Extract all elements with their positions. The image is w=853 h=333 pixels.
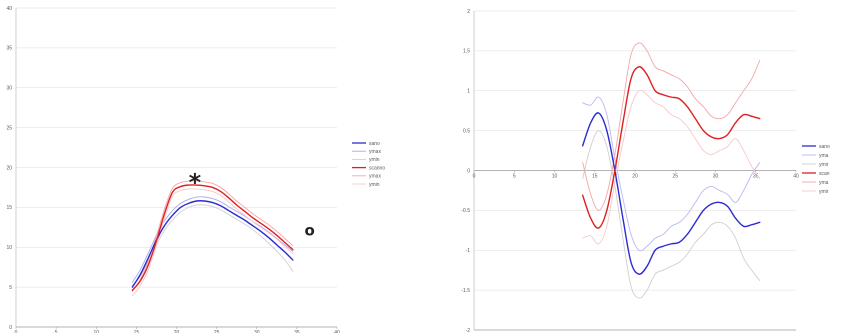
chart-2: -2-1.5-1-0.500.511.520 5 10 15 20 25 30 35 40san… [461,9,830,333]
x-tick-label: 30 [254,330,260,333]
x-tick-label: 5 [55,330,58,333]
y-tick-label: 20 [6,165,12,171]
x-tick-label: 0 [473,174,476,180]
annotation-mark: o [305,221,315,239]
y-tick-label: 30 [6,86,12,92]
y-tick-label: -0.5 [461,208,470,214]
legend-entry: scan [819,171,830,177]
legend-entry: ymax [369,149,381,155]
legend-entry: yma [819,180,829,186]
x-tick-label: 15 [592,174,598,180]
y-tick-label: 35 [6,46,12,52]
y-tick-label: 10 [6,245,12,251]
x-tick-label: 25 [214,330,220,333]
annotation-mark: * [189,169,202,197]
series-line-ymin [131,188,294,297]
series-line-scanno [131,184,294,292]
y-tick-label: -2 [466,328,471,333]
x-tick-label: 40 [793,174,799,180]
y-tick-label: -1.5 [461,288,470,294]
x-tick-label: 25 [672,174,678,180]
x-tick-label: 20 [174,330,180,333]
y-tick-label: -1 [466,248,471,254]
series-line-scan [581,66,761,229]
legend-entry: sano [819,144,830,150]
series-line-sano [581,112,761,275]
legend-entry: ymir [819,189,829,195]
y-tick-label: 40 [6,6,12,12]
legend-entry: ymin [369,157,380,163]
y-tick-label: 0 [467,168,470,174]
legend-entry: yma [819,153,829,159]
y-tick-label: 1 [467,89,470,95]
x-tick-label: 20 [632,174,638,180]
x-tick-label: 15 [134,330,140,333]
series-line-ymin [582,89,761,245]
legend-entry: ymir [819,162,829,168]
legend-entry: sano [369,141,380,147]
series-line-sano [131,200,294,288]
x-tick-label: 30 [713,174,719,180]
y-tick-label: 25 [6,125,12,131]
chart-1: 0 5 10 15 20 25 30 35 40 0 5 10 15 20 25 30 35 40 * o sano ym… [6,6,385,333]
series-line-ymax [131,180,294,286]
series-line-ymin [582,130,761,299]
legend-entry: ymax [369,174,381,180]
y-tick-label: 15 [6,205,12,211]
series-line-ymax [582,96,761,252]
y-tick-label: 2 [467,9,470,15]
x-tick-label: 5 [513,174,516,180]
x-tick-label: 0 [15,330,18,333]
y-tick-label: 0.5 [463,128,470,134]
y-tick-label: 0 [9,325,12,331]
y-tick-label: 1.5 [463,49,470,55]
y-tick-label: 5 [9,285,12,291]
legend-entry: scanno [369,165,385,171]
x-tick-label: 35 [294,330,300,333]
series-line-ymax [582,42,761,211]
x-tick-label: 10 [552,174,558,180]
x-tick-label: 35 [753,174,759,180]
x-tick-label: 40 [334,330,340,333]
legend-entry: ymin [369,182,380,188]
series-line-ymin [131,204,294,293]
x-tick-label: 10 [93,330,99,333]
